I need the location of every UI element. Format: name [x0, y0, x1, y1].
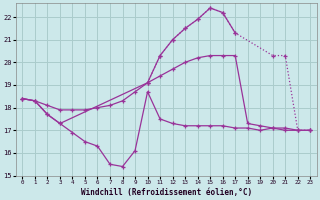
X-axis label: Windchill (Refroidissement éolien,°C): Windchill (Refroidissement éolien,°C)	[81, 188, 252, 197]
